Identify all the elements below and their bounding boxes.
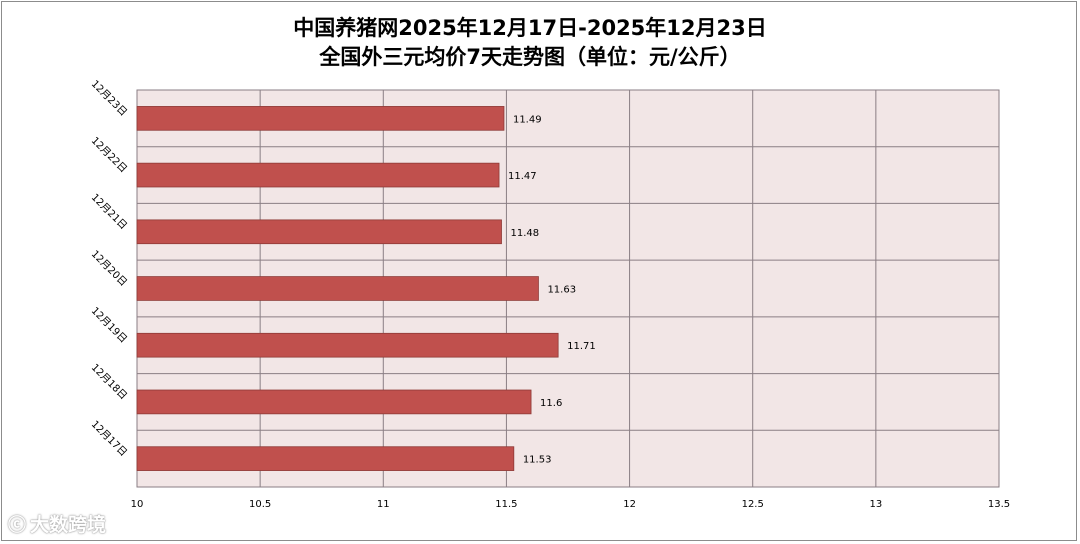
chart-title: 中国养猪网2025年12月17日-2025年12月23日 — [293, 16, 767, 40]
bar — [136, 276, 539, 301]
logo-icon: ⓒ — [8, 514, 26, 536]
data-label: 11.49 — [513, 114, 542, 125]
y-tick-label: 12月17日 — [89, 418, 130, 459]
watermark: ⓒ 大数跨境 — [8, 510, 106, 537]
bar — [136, 389, 532, 415]
bar — [136, 219, 502, 245]
chart-subtitle: 全国外三元均价7天走势图（单位：元/公斤） — [319, 45, 741, 69]
y-tick-label: 12月20日 — [89, 248, 130, 289]
y-tick-label: 12月22日 — [89, 135, 130, 176]
x-tick-label: 13 — [869, 499, 882, 510]
bar — [136, 446, 515, 471]
watermark-text: 大数跨境 — [30, 514, 107, 536]
x-tick-label: 10.5 — [249, 499, 271, 510]
data-label: 11.71 — [567, 341, 596, 352]
x-tick-label: 13.5 — [988, 499, 1010, 510]
x-tick-label: 11 — [377, 499, 390, 510]
data-label: 11.6 — [540, 398, 562, 409]
x-tick-label: 10 — [131, 499, 144, 510]
y-tick-label: 12月21日 — [89, 191, 130, 232]
data-label: 11.48 — [511, 228, 540, 239]
data-label: 11.63 — [547, 285, 576, 296]
data-label: 11.47 — [508, 171, 537, 182]
x-tick-label: 12 — [623, 499, 636, 510]
x-tick-label: 12.5 — [742, 499, 764, 510]
data-label: 11.53 — [523, 455, 552, 466]
bar — [136, 106, 505, 131]
y-tick-label: 12月18日 — [89, 361, 130, 402]
bar — [136, 332, 559, 358]
x-tick-label: 11.5 — [495, 499, 517, 510]
y-tick-label: 12月23日 — [89, 78, 130, 119]
bar — [136, 162, 500, 188]
y-tick-label: 12月19日 — [89, 305, 130, 346]
